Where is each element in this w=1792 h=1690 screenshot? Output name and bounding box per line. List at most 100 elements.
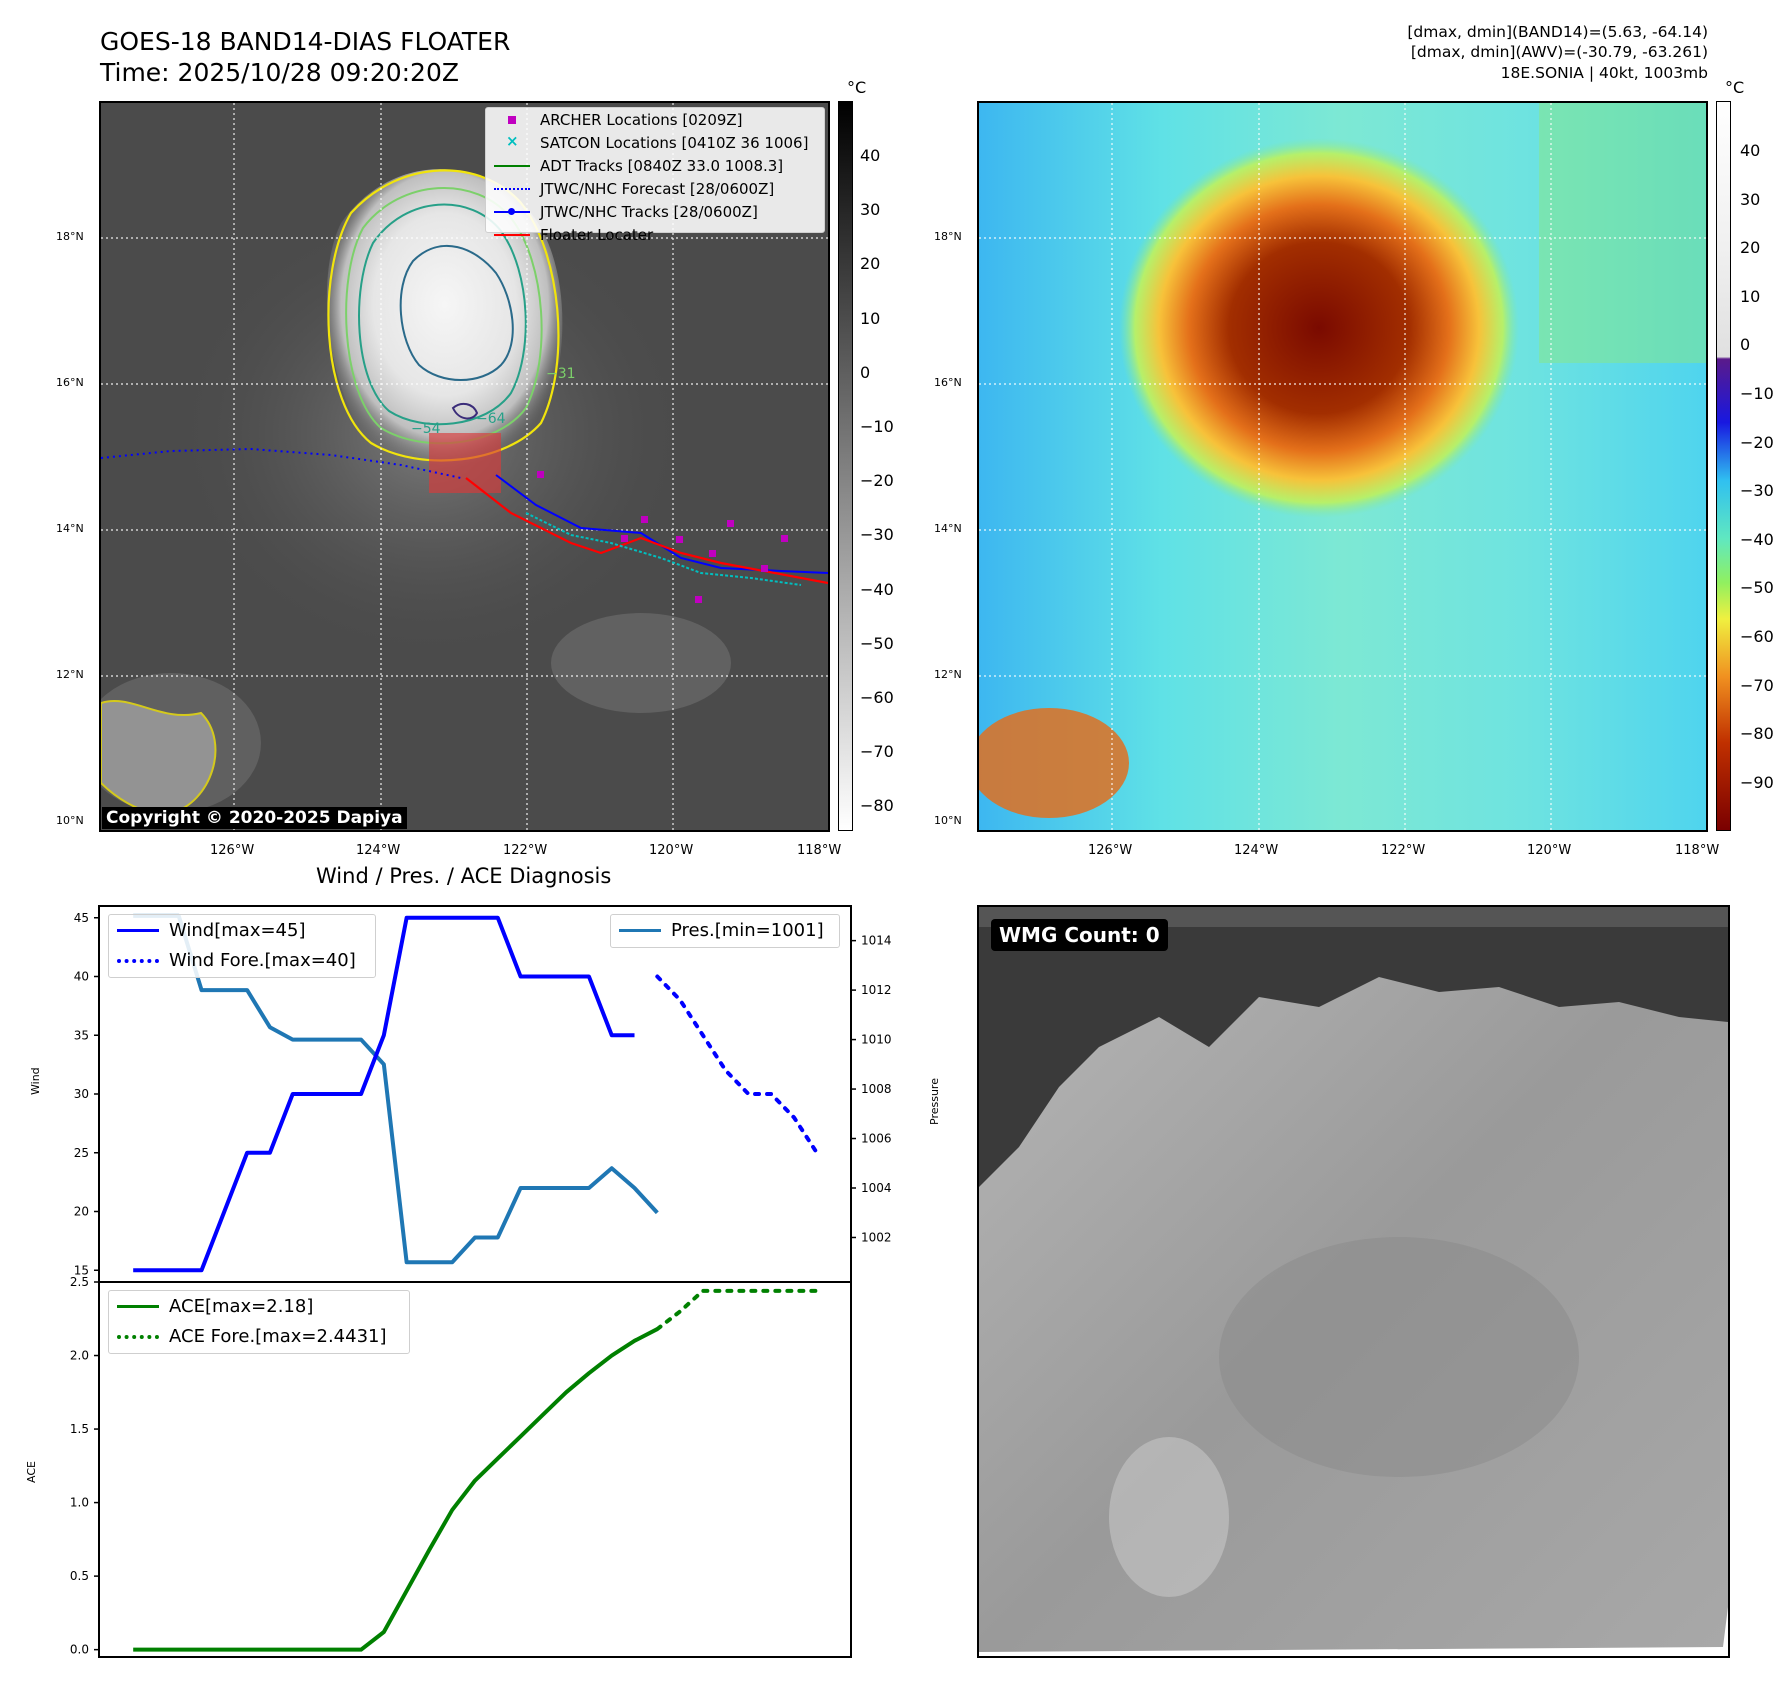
wind-ylabel: Wind bbox=[29, 1067, 42, 1095]
awv-map-panel[interactable] bbox=[977, 101, 1708, 832]
lat-label: 16°N bbox=[56, 376, 84, 389]
lat-label: 16°N bbox=[934, 376, 962, 389]
pressure-legend: Pres.[min=1001] bbox=[610, 914, 840, 948]
pressure-tick-label: 1008 bbox=[861, 1082, 892, 1096]
wind-tick-label: 15 bbox=[74, 1263, 89, 1277]
colorbar-tick-label: −20 bbox=[1740, 432, 1774, 452]
floater-box bbox=[429, 433, 501, 493]
colorbar-tick-label: 0 bbox=[1740, 335, 1751, 355]
colorbar-tick-label: −70 bbox=[1740, 675, 1774, 695]
colorbar-tick-label: −30 bbox=[860, 525, 894, 545]
lon-label: 126°W bbox=[210, 843, 255, 858]
colorbar-tick-label: 20 bbox=[860, 254, 881, 274]
colorbar-tick-label: −50 bbox=[860, 633, 894, 653]
lon-label: 124°W bbox=[1234, 843, 1279, 858]
figure-time: Time: 2025/10/28 09:20:20Z bbox=[100, 58, 459, 87]
colorbar-tick-label: −90 bbox=[1740, 772, 1774, 792]
lon-label: 118°W bbox=[797, 843, 842, 858]
ace-ylabel: ACE bbox=[25, 1461, 38, 1483]
colorbar-tick-label: −40 bbox=[860, 579, 894, 599]
dot-line-icon bbox=[508, 207, 515, 215]
pressure-tick-label: 1002 bbox=[861, 1230, 892, 1244]
line-icon bbox=[117, 1305, 159, 1308]
lon-label: 122°W bbox=[503, 843, 548, 858]
legend-adt: ADT Tracks [0840Z 33.0 1008.3] bbox=[486, 154, 824, 177]
legend-satcon: × SATCON Locations [0410Z 36 1006] bbox=[506, 131, 809, 152]
copyright-badge: Copyright © 2020-2025 Dapiya bbox=[102, 807, 407, 829]
pressure-tick-label: 1014 bbox=[861, 934, 892, 948]
legend-floater: Floater Locater bbox=[486, 223, 824, 246]
ace-tick-label: 1.0 bbox=[70, 1496, 89, 1510]
colorbar-tick-label: −30 bbox=[1740, 481, 1774, 501]
figure-title: GOES-18 BAND14-DIAS FLOATER bbox=[100, 27, 511, 56]
wind-tick-label: 25 bbox=[74, 1146, 89, 1160]
ir-colorbar-unit: °C bbox=[847, 78, 867, 97]
dotted-line-icon bbox=[117, 1335, 159, 1339]
colorbar-tick-label: −10 bbox=[1740, 384, 1774, 403]
colorbar-tick-label: −20 bbox=[860, 471, 894, 491]
ace-legend: ACE[max=2.18] ACE Fore.[max=2.4431] bbox=[108, 1290, 410, 1354]
legend-archer: ARCHER Locations [0209Z] bbox=[486, 108, 824, 131]
ir-colorbar bbox=[838, 101, 853, 831]
diagnosis-title: Wind / Pres. / ACE Diagnosis bbox=[316, 864, 612, 888]
ir-legend: ARCHER Locations [0209Z] × SATCON Locatio… bbox=[485, 107, 825, 244]
pressure-ylabel: Pressure bbox=[928, 1078, 941, 1125]
colorbar-tick-label: −80 bbox=[1740, 724, 1774, 744]
awv-map-svg bbox=[979, 103, 1706, 830]
wind-legend: Wind[max=45] Wind Fore.[max=40] bbox=[108, 914, 376, 978]
lon-label: 118°W bbox=[1675, 843, 1720, 858]
lat-label: 14°N bbox=[934, 522, 962, 535]
legend-forecast: JTWC/NHC Forecast [28/0600Z] bbox=[486, 177, 824, 200]
ace-forecast-line bbox=[655, 1288, 819, 1332]
pressure-tick-label: 1012 bbox=[861, 983, 892, 997]
dotted-line-icon bbox=[117, 959, 159, 963]
diagnosis-svg: 15 20 25 30 35 40 45 1002 1004 1006 1008 1010 1012 10… bbox=[70, 905, 892, 1658]
wind-tick-label: 30 bbox=[74, 1087, 89, 1101]
colorbar-tick-label: 40 bbox=[860, 146, 881, 165]
info-storm: 18E.SONIA | 40kt, 1003mb bbox=[1500, 64, 1708, 82]
ir-map-panel[interactable]: −54 −64 −31 A bbox=[99, 101, 830, 832]
line-icon bbox=[494, 233, 530, 236]
colorbar-tick-label: 30 bbox=[1740, 189, 1761, 209]
ace-tick-label: 0.5 bbox=[70, 1569, 89, 1583]
colorbar-tick-label: −10 bbox=[860, 417, 894, 436]
colorbar-tick-label: −80 bbox=[860, 796, 894, 816]
wind-tick-label: 20 bbox=[74, 1205, 89, 1219]
info-awv-range: [dmax, dmin](AWV)=(-30.79, -63.261) bbox=[1410, 43, 1708, 61]
wind-line bbox=[133, 915, 635, 1273]
wmg-svg bbox=[979, 907, 1728, 1652]
square-icon bbox=[508, 115, 516, 124]
lat-label: 18°N bbox=[56, 230, 84, 243]
awv-colorbar bbox=[1716, 101, 1731, 831]
wind-forecast-line bbox=[655, 974, 819, 1155]
ace-tick-label: 2.0 bbox=[70, 1349, 89, 1363]
lat-label: 12°N bbox=[934, 668, 962, 681]
ace-axes-frame bbox=[98, 1281, 852, 1658]
pressure-tick-label: 1010 bbox=[861, 1033, 892, 1047]
lon-label: 124°W bbox=[356, 843, 401, 858]
contour-label: −31 bbox=[546, 366, 576, 382]
awv-colorbar-unit: °C bbox=[1725, 78, 1745, 97]
legend-jtwc: JTWC/NHC Tracks [28/0600Z] bbox=[486, 200, 824, 223]
colorbar-tick-label: −40 bbox=[1740, 529, 1774, 549]
colorbar-tick-label: 20 bbox=[1740, 238, 1761, 258]
pressure-line bbox=[133, 913, 659, 1265]
line-icon bbox=[117, 929, 159, 932]
wind-tick-label: 35 bbox=[74, 1028, 89, 1042]
colorbar-tick-label: −60 bbox=[1740, 627, 1774, 646]
ace-tick-label: 1.5 bbox=[70, 1422, 89, 1436]
ace-tick-label: 2.5 bbox=[70, 1275, 89, 1289]
ace-tick-label: 0.0 bbox=[70, 1643, 89, 1657]
colorbar-tick-label: 0 bbox=[860, 362, 871, 382]
wind-tick-label: 40 bbox=[74, 970, 89, 984]
lat-label: 14°N bbox=[56, 522, 84, 535]
wind-tick-label: 45 bbox=[74, 911, 89, 925]
line-icon bbox=[619, 929, 661, 932]
satcon-track bbox=[525, 512, 802, 586]
wmg-panel[interactable]: WMG Count: 0 bbox=[977, 905, 1730, 1658]
lon-label: 122°W bbox=[1381, 843, 1426, 858]
lat-label: 12°N bbox=[56, 668, 84, 681]
line-icon bbox=[494, 164, 530, 167]
lat-label: 10°N bbox=[56, 814, 84, 827]
lat-label: 18°N bbox=[934, 230, 962, 243]
